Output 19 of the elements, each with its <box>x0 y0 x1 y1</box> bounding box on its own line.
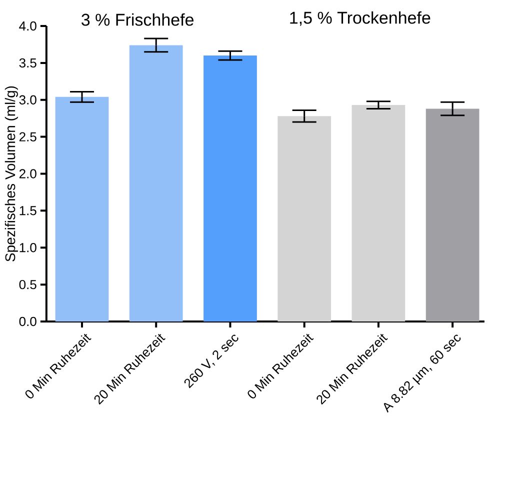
y-tick-label: 1.0 <box>20 243 36 252</box>
bar <box>204 56 257 322</box>
bar <box>129 45 183 322</box>
y-tick-label: 0.0 <box>19 316 36 326</box>
y-tick-label: 2.5 <box>19 132 36 142</box>
bar <box>278 116 332 322</box>
y-tick-label: 3.5 <box>19 58 36 68</box>
text: 3 % Frischhefe <box>82 13 194 26</box>
text: 1,5 % Trockenhefe <box>290 11 430 26</box>
y-tick-label: 2.0 <box>19 169 36 178</box>
bar <box>352 105 406 322</box>
y-tick-label: 4.0 <box>19 21 36 31</box>
y-tick-label: 1.5 <box>20 206 36 216</box>
bar <box>426 108 480 322</box>
y-tick-label: 0.5 <box>19 280 36 290</box>
y-axis-title: Spezifisches Volumen (ml/g) <box>4 86 18 262</box>
x-tick-label: 260 V, 2 sec <box>184 334 238 388</box>
bar <box>55 96 109 322</box>
y-tick-label: 3.0 <box>19 95 36 104</box>
